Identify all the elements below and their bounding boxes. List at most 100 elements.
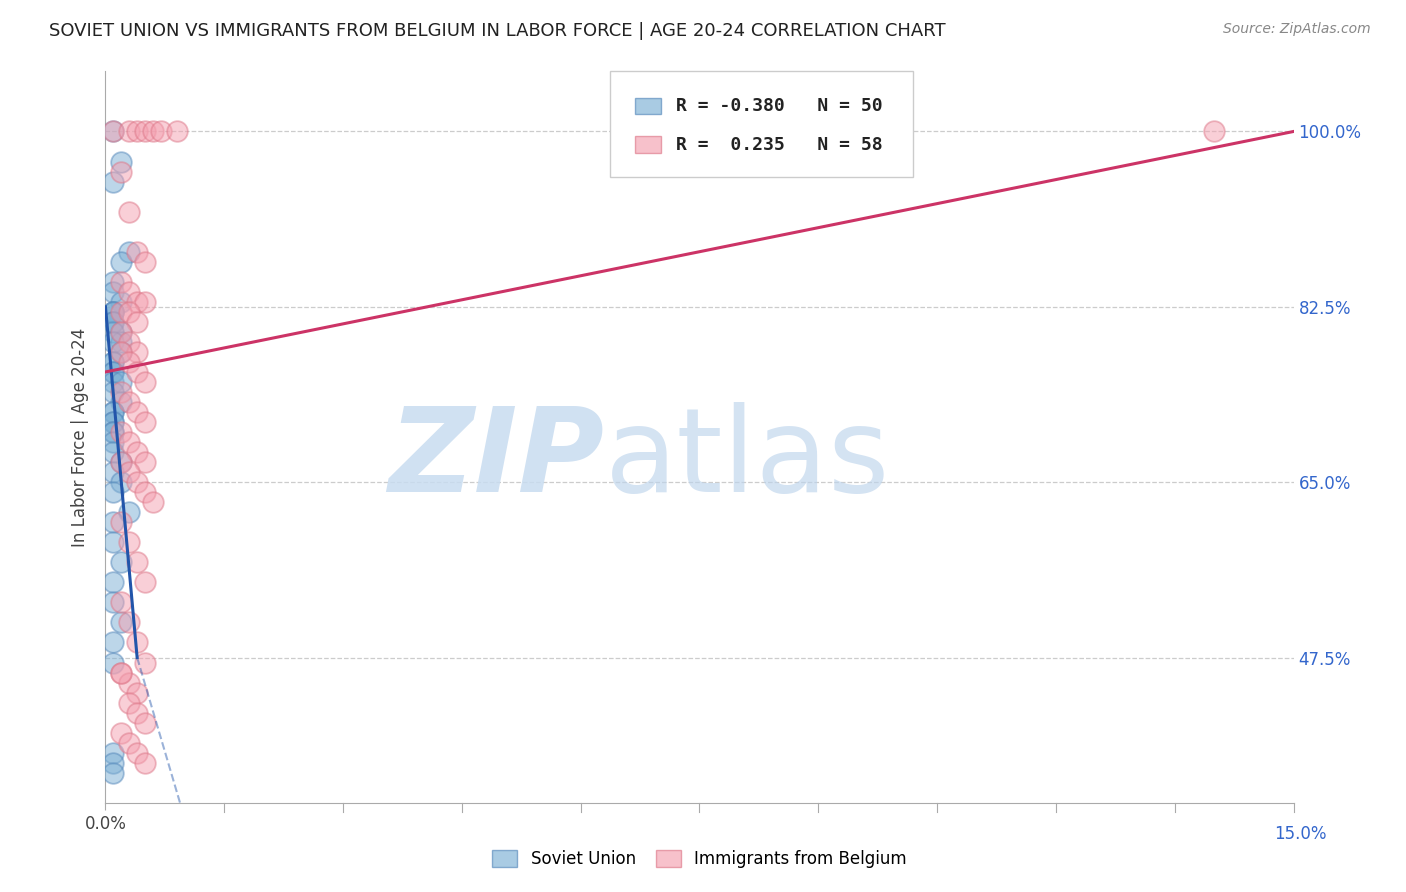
Point [103, 515, 125, 529]
Point [134, 756, 156, 770]
Point [103, 365, 125, 379]
Point [118, 435, 141, 450]
Point [103, 656, 125, 670]
Point [103, 325, 125, 339]
Bar [636, 98, 661, 114]
Point [110, 345, 132, 359]
Point [103, 315, 125, 329]
Point [118, 395, 141, 409]
Point [127, 124, 149, 138]
Point [110, 384, 132, 399]
Text: R =  0.235   N = 58: R = 0.235 N = 58 [676, 136, 883, 153]
Point [1204, 124, 1226, 138]
Point [127, 685, 149, 699]
Point [118, 305, 141, 319]
Point [103, 465, 125, 479]
Point [127, 294, 149, 309]
Point [103, 405, 125, 419]
Point [103, 315, 125, 329]
Point [110, 425, 132, 439]
Point [110, 154, 132, 169]
Point [118, 696, 141, 710]
Point [110, 325, 132, 339]
Point [127, 405, 149, 419]
Point [118, 124, 141, 138]
Point [127, 345, 149, 359]
Point [103, 635, 125, 649]
Point [103, 415, 125, 429]
Point [127, 365, 149, 379]
Point [103, 415, 125, 429]
Point [118, 675, 141, 690]
Point [110, 345, 132, 359]
Legend: Soviet Union, Immigrants from Belgium: Soviet Union, Immigrants from Belgium [485, 844, 914, 875]
FancyBboxPatch shape [610, 71, 914, 178]
Point [103, 445, 125, 459]
Point [134, 715, 156, 730]
Point [103, 285, 125, 299]
Point [142, 495, 165, 509]
Point [118, 355, 141, 369]
Point [134, 124, 156, 138]
Point [118, 465, 141, 479]
Y-axis label: In Labor Force | Age 20-24: In Labor Force | Age 20-24 [70, 327, 89, 547]
Bar [636, 136, 661, 153]
Point [103, 485, 125, 500]
Point [103, 595, 125, 609]
Point [142, 124, 165, 138]
Point [127, 244, 149, 259]
Point [127, 315, 149, 329]
Point [118, 736, 141, 750]
Point [118, 285, 141, 299]
Point [103, 425, 125, 439]
Point [110, 615, 132, 630]
Point [110, 395, 132, 409]
Point [110, 164, 132, 178]
Point [134, 375, 156, 389]
Point [118, 334, 141, 349]
Point [103, 334, 125, 349]
Point [127, 445, 149, 459]
Point [118, 505, 141, 519]
Point [118, 244, 141, 259]
Point [110, 665, 132, 680]
Point [110, 725, 132, 739]
Point [103, 765, 125, 780]
Text: R = -0.380   N = 50: R = -0.380 N = 50 [676, 96, 883, 115]
Point [118, 615, 141, 630]
Point [110, 305, 132, 319]
Point [110, 595, 132, 609]
Point [127, 635, 149, 649]
Point [118, 204, 141, 219]
Point [103, 375, 125, 389]
Point [103, 355, 125, 369]
Point [134, 294, 156, 309]
Text: Source: ZipAtlas.com: Source: ZipAtlas.com [1223, 22, 1371, 37]
Point [110, 254, 132, 268]
Text: SOVIET UNION VS IMMIGRANTS FROM BELGIUM IN LABOR FORCE | AGE 20-24 CORRELATION C: SOVIET UNION VS IMMIGRANTS FROM BELGIUM … [49, 22, 946, 40]
Point [134, 415, 156, 429]
Point [127, 706, 149, 720]
Point [118, 535, 141, 549]
Point [103, 535, 125, 549]
Point [110, 455, 132, 469]
Point [134, 254, 156, 268]
Point [110, 275, 132, 289]
Point [103, 365, 125, 379]
Point [103, 384, 125, 399]
Point [103, 275, 125, 289]
Point [110, 294, 132, 309]
Point [103, 175, 125, 189]
Point [103, 124, 125, 138]
Point [166, 124, 188, 138]
Point [103, 425, 125, 439]
Point [134, 485, 156, 500]
Point [110, 334, 132, 349]
Point [103, 124, 125, 138]
Text: atlas: atlas [605, 401, 890, 516]
Point [103, 355, 125, 369]
Point [110, 475, 132, 490]
Point [103, 405, 125, 419]
Point [103, 575, 125, 590]
Point [134, 656, 156, 670]
